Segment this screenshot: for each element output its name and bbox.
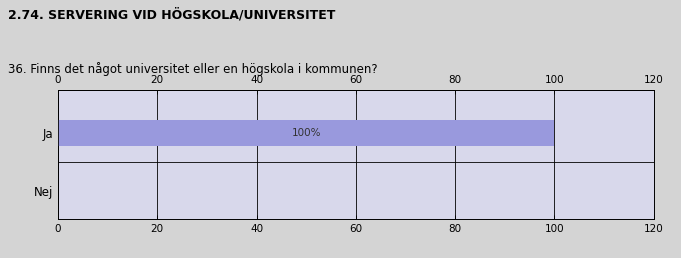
- Text: 36. Finns det något universitet eller en högskola i kommunen?: 36. Finns det något universitet eller en…: [8, 62, 378, 76]
- Text: 2.74. SERVERING VID HÖGSKOLA/UNIVERSITET: 2.74. SERVERING VID HÖGSKOLA/UNIVERSITET: [8, 8, 336, 21]
- Bar: [58, 120, 554, 146]
- Text: 100%: 100%: [291, 128, 321, 138]
